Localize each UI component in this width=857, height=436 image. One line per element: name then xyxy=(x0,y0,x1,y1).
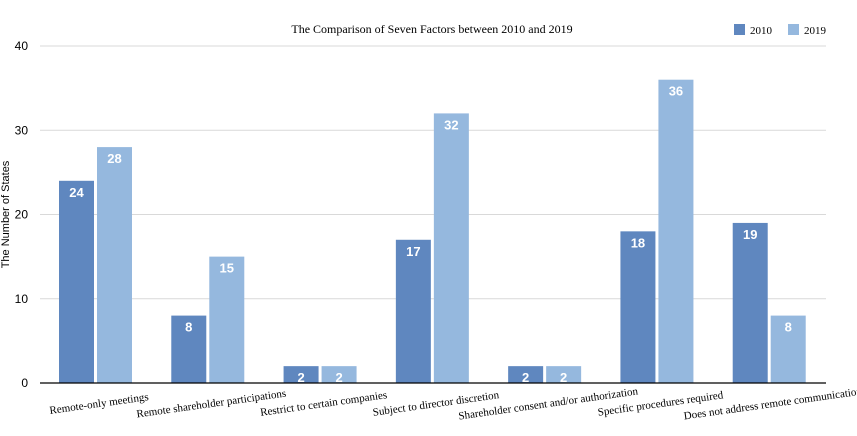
bar-2010 xyxy=(171,315,207,383)
bar-2019 xyxy=(770,315,806,383)
bar-2019 xyxy=(321,366,357,383)
data-label: 15 xyxy=(220,261,234,276)
data-label: 28 xyxy=(107,151,121,166)
bar-2010 xyxy=(283,366,319,383)
data-label: 17 xyxy=(406,244,420,259)
data-label: 8 xyxy=(785,320,792,335)
bar-2019 xyxy=(546,366,582,383)
bars xyxy=(59,79,806,384)
y-tick-label: 10 xyxy=(15,292,29,306)
bar-2019 xyxy=(209,256,245,383)
bar-2019 xyxy=(658,79,694,383)
bar-2019 xyxy=(433,113,469,384)
data-label: 2 xyxy=(297,370,304,385)
data-label: 2 xyxy=(522,370,529,385)
data-label: 24 xyxy=(69,185,84,200)
bar-2019 xyxy=(97,147,132,383)
legend: 2010 2019 xyxy=(734,24,827,37)
data-label: 36 xyxy=(669,84,683,99)
y-axis-ticks: 0 10 20 30 40 xyxy=(15,39,29,390)
x-category-label: Remote-only meetings xyxy=(49,391,150,417)
data-label: 32 xyxy=(444,117,458,132)
y-tick-label: 30 xyxy=(15,123,29,137)
legend-swatch xyxy=(788,24,799,35)
chart-title: The Comparison of Seven Factors between … xyxy=(291,22,572,36)
legend-swatch xyxy=(734,24,745,35)
data-label: 2 xyxy=(560,370,567,385)
bar-2010 xyxy=(620,231,656,383)
legend-label: 2010 xyxy=(750,25,773,37)
y-axis-label: The Number of States xyxy=(0,160,12,268)
data-label: 19 xyxy=(743,227,757,242)
y-tick-label: 20 xyxy=(15,208,29,222)
data-label: 2 xyxy=(335,370,342,385)
data-label: 18 xyxy=(631,235,645,250)
legend-label: 2019 xyxy=(804,25,827,37)
bar-2010 xyxy=(508,366,544,383)
data-label: 8 xyxy=(185,320,192,335)
y-tick-label: 0 xyxy=(21,376,28,390)
bar-2010 xyxy=(59,180,94,383)
bar-2010 xyxy=(395,239,431,383)
bar-2010 xyxy=(732,222,768,383)
y-tick-label: 40 xyxy=(15,39,29,53)
gridlines xyxy=(40,45,826,300)
